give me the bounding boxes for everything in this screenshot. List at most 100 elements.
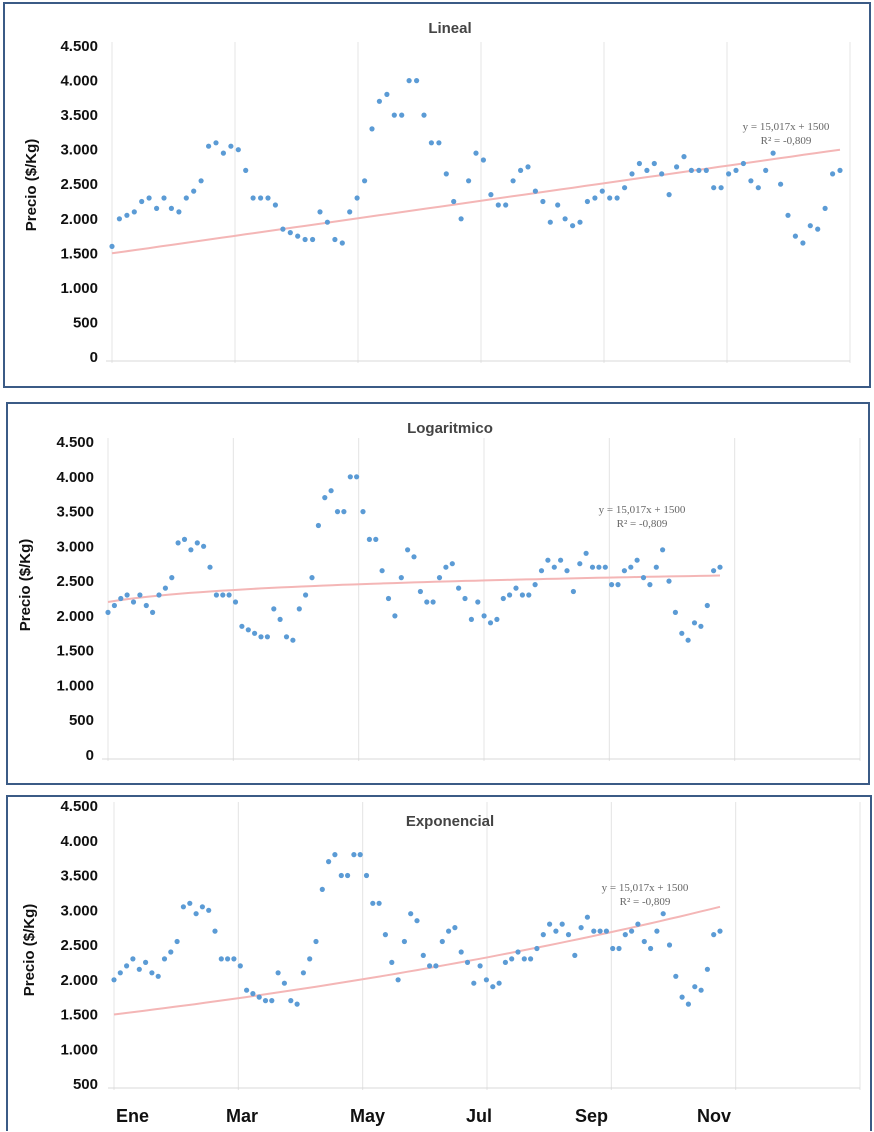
data-point <box>815 226 821 232</box>
data-point <box>830 171 836 177</box>
data-point <box>124 212 130 218</box>
data-point <box>430 599 436 605</box>
data-point <box>250 991 256 997</box>
data-point <box>688 167 695 173</box>
data-point <box>475 599 481 605</box>
data-point <box>231 956 237 962</box>
data-point <box>392 613 398 619</box>
data-point <box>328 488 334 494</box>
data-point <box>490 984 496 990</box>
x-tick-label: Nov <box>697 1106 732 1126</box>
data-point <box>503 202 509 208</box>
data-point <box>589 564 596 570</box>
data-point <box>488 192 494 198</box>
y-tick-label: 1.000 <box>56 677 94 694</box>
data-point <box>414 78 420 84</box>
data-point <box>427 963 433 969</box>
data-point <box>559 921 565 927</box>
data-point <box>187 900 193 906</box>
data-point <box>174 938 180 945</box>
data-point <box>154 205 160 211</box>
data-point <box>685 637 691 643</box>
data-point <box>384 91 390 97</box>
x-tick-label: Mar <box>226 1106 259 1126</box>
data-point <box>269 998 275 1004</box>
y-tick-labels: 500 1.000 1.500 2.000 2.500 3.000 3.500 4.000 4.… <box>60 798 98 1093</box>
data-point <box>232 599 239 605</box>
data-point <box>116 216 122 222</box>
data-point <box>717 564 723 570</box>
data-point <box>564 568 570 574</box>
data-point <box>109 243 115 249</box>
data-point <box>124 963 130 969</box>
y-tick-label: 2.500 <box>60 937 98 954</box>
y-tick-label: 2.500 <box>60 176 98 193</box>
data-point <box>599 188 605 194</box>
grid-lines <box>102 438 861 761</box>
data-point <box>183 195 189 201</box>
data-point <box>466 178 472 184</box>
data-point <box>660 911 666 917</box>
data-point <box>362 178 368 184</box>
data-point <box>295 233 301 239</box>
data-point <box>452 925 458 931</box>
data-point <box>111 977 117 983</box>
y-tick-label: 4.500 <box>60 798 98 815</box>
y-axis-label: Precio ($/Kg) <box>23 139 40 232</box>
data-point <box>130 599 137 605</box>
data-points <box>105 474 723 643</box>
data-point <box>290 637 296 643</box>
data-point <box>696 167 702 173</box>
data-point <box>726 171 732 177</box>
y-tick-label: 3.000 <box>56 538 94 555</box>
data-point <box>547 921 553 927</box>
data-point <box>283 634 290 640</box>
data-point <box>420 952 426 959</box>
y-tick-label: 0 <box>90 349 98 366</box>
data-point <box>130 956 136 962</box>
data-point <box>464 959 471 966</box>
data-point <box>326 859 332 865</box>
data-point <box>146 195 152 201</box>
data-point <box>641 938 647 945</box>
data-point <box>521 956 527 962</box>
data-point <box>800 240 806 246</box>
data-point <box>502 959 508 966</box>
data-point <box>778 181 784 187</box>
data-point <box>389 959 395 966</box>
data-point <box>528 956 534 962</box>
data-point <box>213 592 219 598</box>
data-point <box>235 147 241 153</box>
data-point <box>558 557 564 563</box>
data-point <box>169 575 175 581</box>
trend-line <box>111 148 841 255</box>
data-point <box>213 140 219 146</box>
data-point <box>317 209 323 215</box>
data-point <box>704 966 711 972</box>
data-point <box>191 188 197 194</box>
data-point <box>462 595 468 602</box>
data-point <box>538 568 545 574</box>
data-point <box>621 568 628 574</box>
data-point <box>495 202 501 208</box>
data-point <box>515 949 521 955</box>
data-point <box>319 886 325 893</box>
data-point <box>704 602 710 609</box>
data-point <box>161 195 167 201</box>
data-point <box>408 911 414 917</box>
data-point <box>526 592 532 598</box>
data-point <box>545 557 551 563</box>
data-point <box>334 509 341 515</box>
data-point <box>525 164 531 170</box>
data-point <box>310 236 316 243</box>
data-point <box>614 195 620 201</box>
data-point <box>837 167 843 173</box>
data-point <box>302 236 308 243</box>
y-tick-label: 0 <box>86 747 94 764</box>
data-point <box>341 509 347 515</box>
y-tick-label: 3.500 <box>60 868 98 885</box>
data-point <box>436 140 442 146</box>
data-point <box>572 952 578 959</box>
y-tick-label: 4.000 <box>60 833 98 850</box>
